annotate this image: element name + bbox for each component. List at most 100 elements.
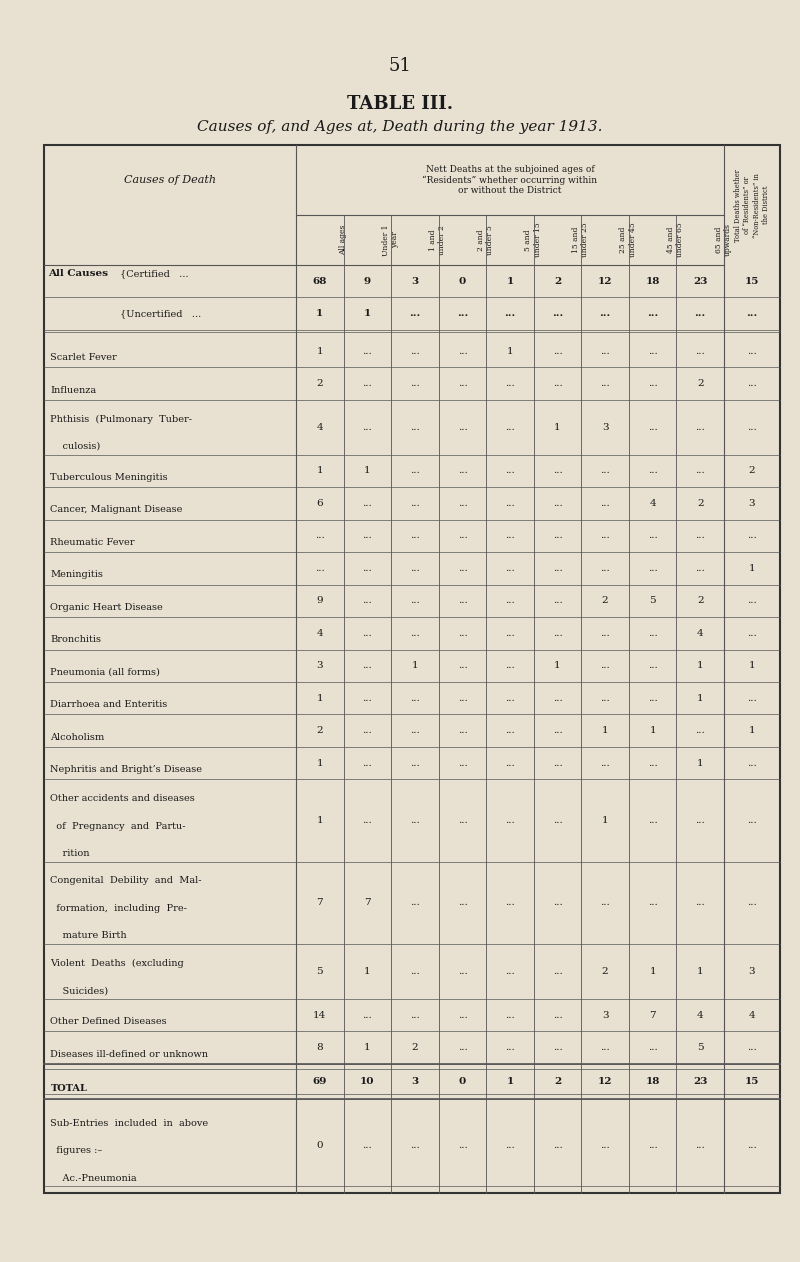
Text: 3: 3 <box>317 661 323 670</box>
Text: ...: ... <box>505 1044 515 1053</box>
Text: ...: ... <box>553 758 562 767</box>
Text: 5: 5 <box>697 1044 703 1053</box>
Text: ...: ... <box>505 423 515 432</box>
Text: ...: ... <box>505 817 515 825</box>
Text: 51: 51 <box>389 57 411 74</box>
Text: 1: 1 <box>364 467 370 476</box>
Text: 2: 2 <box>411 1044 418 1053</box>
Text: 6: 6 <box>317 498 323 507</box>
Text: ...: ... <box>600 661 610 670</box>
Text: Ac.-Pneumonia: Ac.-Pneumonia <box>50 1174 137 1182</box>
Text: ...: ... <box>600 467 610 476</box>
Text: 12: 12 <box>598 1076 612 1085</box>
Text: ...: ... <box>362 531 372 540</box>
Text: ...: ... <box>315 531 325 540</box>
Text: ...: ... <box>315 564 325 573</box>
Text: ...: ... <box>505 694 515 703</box>
Text: ...: ... <box>505 1011 515 1020</box>
Text: All ages: All ages <box>338 225 346 255</box>
Text: ...: ... <box>410 628 420 637</box>
Text: ...: ... <box>410 597 420 606</box>
Text: ...: ... <box>362 597 372 606</box>
Text: 1: 1 <box>697 694 703 703</box>
Text: ...: ... <box>747 347 757 356</box>
Text: ...: ... <box>362 661 372 670</box>
Text: ...: ... <box>410 694 420 703</box>
Text: ...: ... <box>747 817 757 825</box>
Text: 3: 3 <box>749 967 755 976</box>
Text: ...: ... <box>505 758 515 767</box>
Text: ...: ... <box>553 1141 562 1150</box>
Text: 2: 2 <box>697 379 703 389</box>
Text: 2 and
under 5: 2 and under 5 <box>477 225 494 255</box>
Text: ...: ... <box>648 564 658 573</box>
Text: {Uncertified   ...: {Uncertified ... <box>120 309 202 318</box>
Text: 3: 3 <box>602 1011 609 1020</box>
Text: ...: ... <box>694 309 706 318</box>
Text: All Causes: All Causes <box>48 269 108 278</box>
Text: ...: ... <box>600 1141 610 1150</box>
Text: ...: ... <box>458 899 467 907</box>
Text: ...: ... <box>648 899 658 907</box>
Text: ...: ... <box>410 899 420 907</box>
Text: ...: ... <box>553 379 562 389</box>
Text: ...: ... <box>747 597 757 606</box>
Text: ...: ... <box>362 694 372 703</box>
Text: 25 and
under 45: 25 and under 45 <box>619 222 637 257</box>
Text: ...: ... <box>553 597 562 606</box>
Text: {Certified   ...: {Certified ... <box>120 269 189 278</box>
Text: 3: 3 <box>749 498 755 507</box>
Text: 10: 10 <box>360 1076 374 1085</box>
Text: 4: 4 <box>317 628 323 637</box>
Text: ...: ... <box>600 347 610 356</box>
Text: ...: ... <box>505 899 515 907</box>
Text: ...: ... <box>553 531 562 540</box>
Text: ...: ... <box>600 564 610 573</box>
Text: 23: 23 <box>693 1076 707 1085</box>
Text: ...: ... <box>362 758 372 767</box>
Text: ...: ... <box>410 1011 420 1020</box>
Text: Other accidents and diseases: Other accidents and diseases <box>50 794 195 803</box>
Text: 2: 2 <box>602 597 609 606</box>
Text: ...: ... <box>458 694 467 703</box>
Text: Violent  Deaths  (excluding: Violent Deaths (excluding <box>50 959 184 968</box>
Text: 1: 1 <box>554 661 561 670</box>
Text: 4: 4 <box>650 498 656 507</box>
Text: ...: ... <box>747 758 757 767</box>
Text: Meningitis: Meningitis <box>50 570 103 579</box>
Text: 18: 18 <box>646 276 660 285</box>
Text: 7: 7 <box>650 1011 656 1020</box>
Text: 9: 9 <box>364 276 371 285</box>
Text: Diseases ill-defined or unknown: Diseases ill-defined or unknown <box>50 1050 208 1059</box>
Text: ...: ... <box>600 498 610 507</box>
Text: 1: 1 <box>364 967 370 976</box>
Text: 2: 2 <box>317 726 323 736</box>
Text: Scarlet Fever: Scarlet Fever <box>50 353 117 362</box>
Text: ...: ... <box>695 531 705 540</box>
Text: ...: ... <box>695 467 705 476</box>
Text: ...: ... <box>362 564 372 573</box>
Text: 1: 1 <box>697 967 703 976</box>
Text: ...: ... <box>458 423 467 432</box>
Text: 15: 15 <box>745 1076 759 1085</box>
Text: ...: ... <box>695 564 705 573</box>
Text: Tuberculous Meningitis: Tuberculous Meningitis <box>50 473 168 482</box>
Text: ...: ... <box>747 1141 757 1150</box>
Text: ...: ... <box>648 1141 658 1150</box>
Text: ...: ... <box>695 347 705 356</box>
Text: ...: ... <box>505 379 515 389</box>
Text: ...: ... <box>648 347 658 356</box>
Text: ...: ... <box>410 967 420 976</box>
Text: ...: ... <box>553 967 562 976</box>
Text: Total Deaths whether
of “Residents” or
“Non-Residents” in
the District: Total Deaths whether of “Residents” or “… <box>734 169 770 241</box>
Text: ...: ... <box>505 597 515 606</box>
Text: 3: 3 <box>411 276 418 285</box>
Text: ...: ... <box>458 379 467 389</box>
Text: 1: 1 <box>749 564 755 573</box>
Text: Sub-Entries  included  in  above: Sub-Entries included in above <box>50 1118 209 1128</box>
Text: 69: 69 <box>313 1076 327 1085</box>
Text: 1: 1 <box>697 758 703 767</box>
Text: ...: ... <box>553 1044 562 1053</box>
Text: rition: rition <box>50 849 90 858</box>
Text: 1: 1 <box>317 694 323 703</box>
